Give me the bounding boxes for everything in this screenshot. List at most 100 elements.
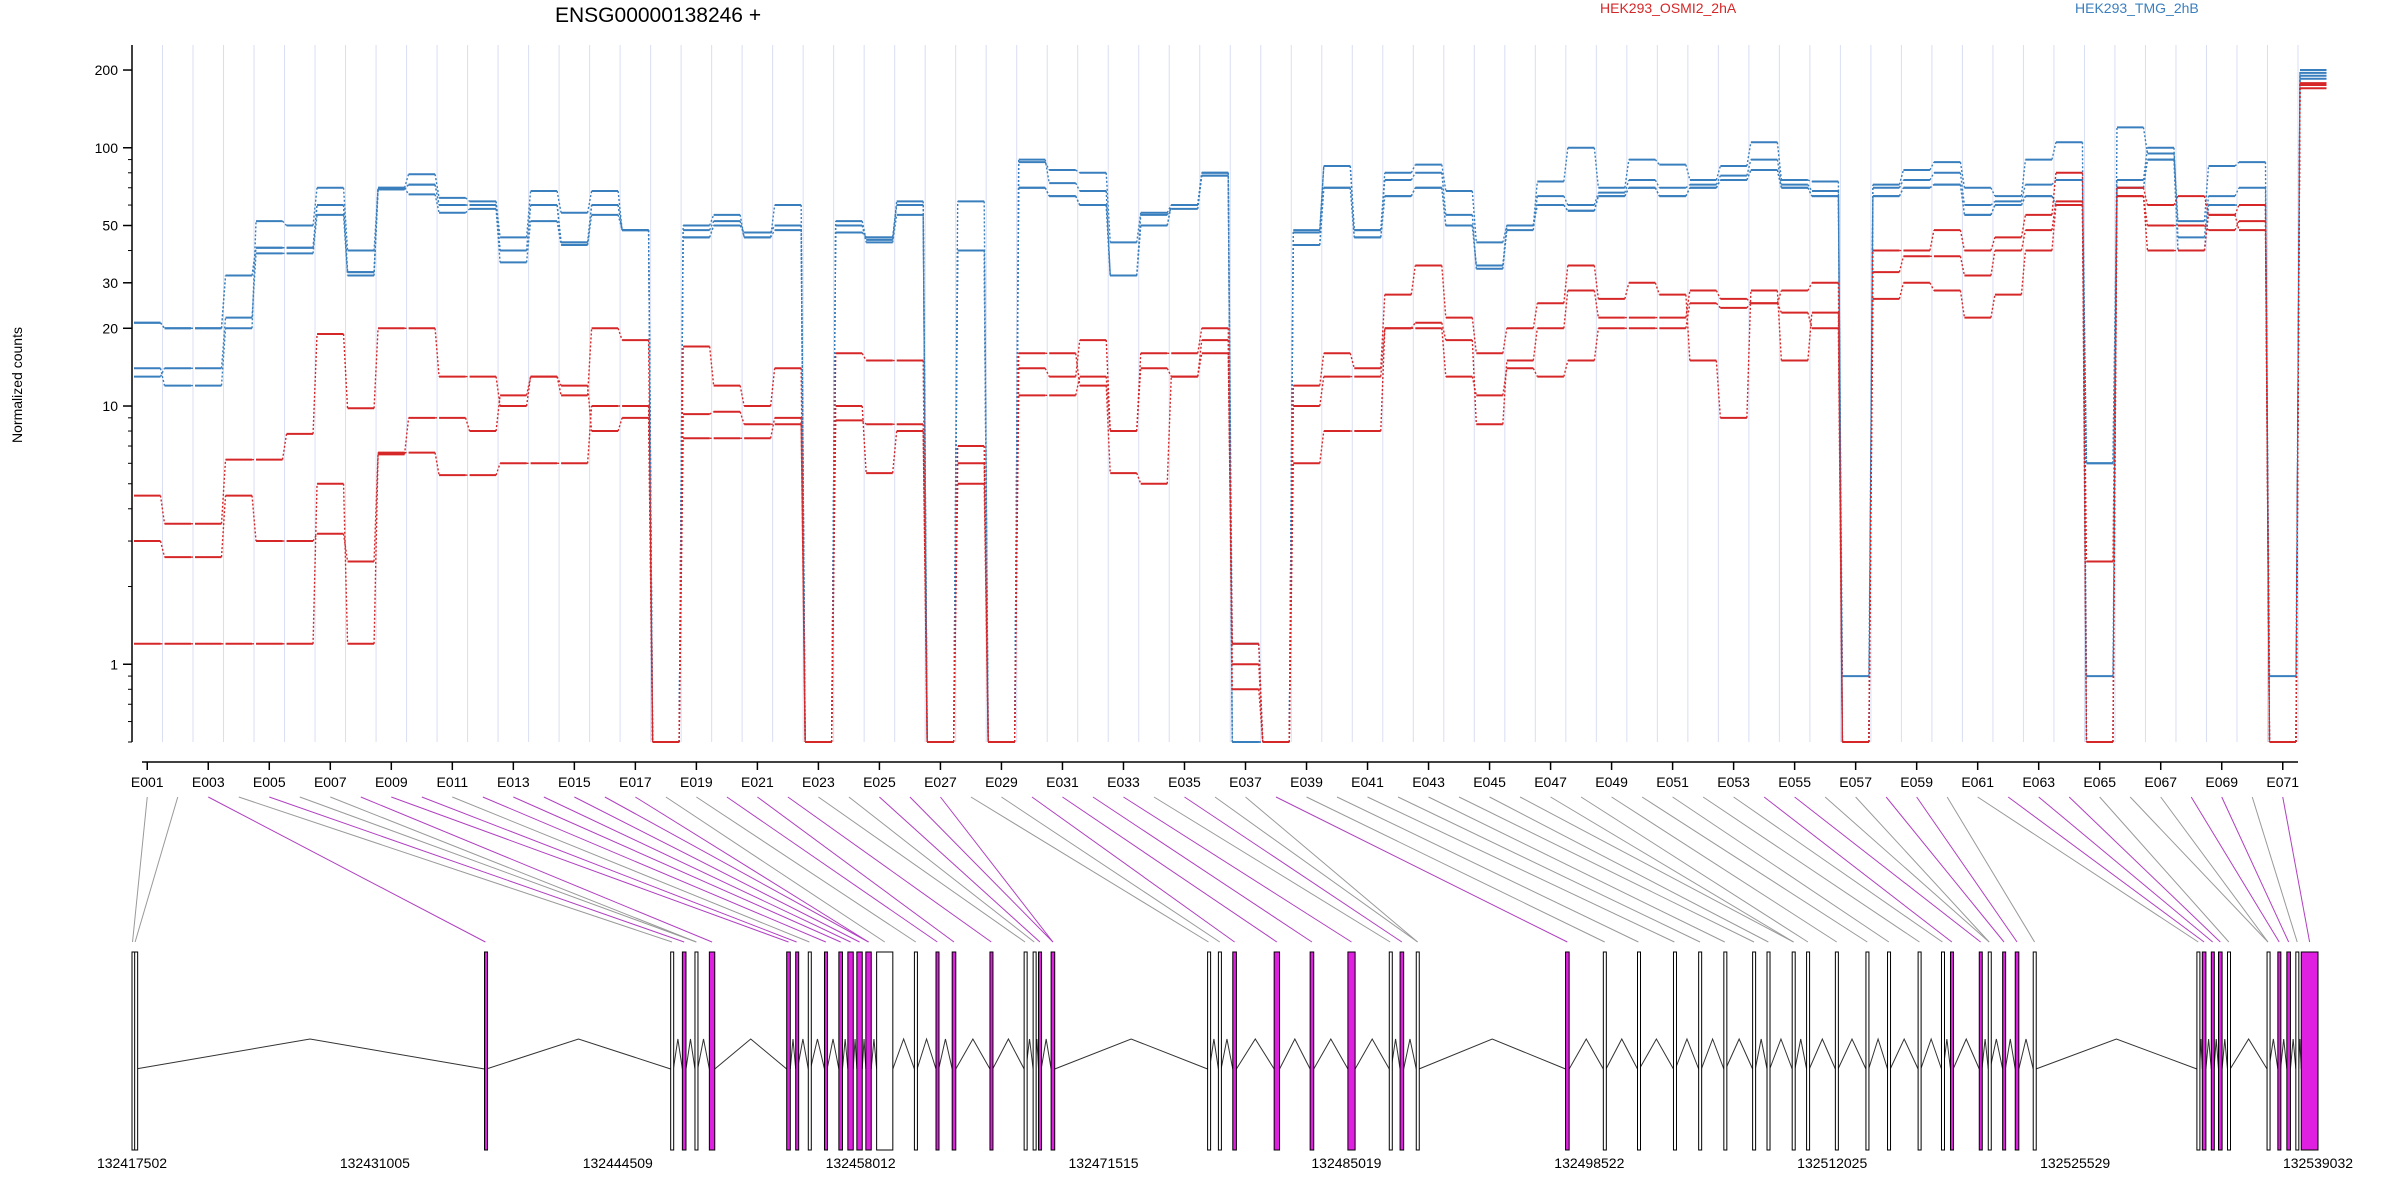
series-connector — [891, 430, 898, 474]
series-connector — [1624, 159, 1630, 188]
intron-line — [1889, 1037, 1919, 1070]
exon-connector — [132, 796, 148, 943]
series-connector — [1654, 179, 1660, 189]
chart-title: ENSG00000138246 + — [555, 4, 761, 27]
series-connector — [1563, 204, 1569, 212]
intron-line — [1418, 1038, 1566, 1070]
exon-connector — [1641, 796, 1868, 943]
exon-connector — [1794, 796, 1981, 943]
series-connector — [1227, 353, 1233, 644]
exon-connector — [757, 796, 955, 943]
series-connector — [1349, 165, 1355, 231]
series-connector — [739, 385, 745, 407]
series-connector — [1471, 190, 1478, 243]
exon-connector — [269, 796, 685, 943]
series-connector — [1410, 265, 1416, 295]
series-connector — [1959, 172, 1966, 206]
axes: 1 10 20 30 50 100 200 — [95, 45, 133, 743]
series-connector — [342, 483, 349, 644]
series-connector — [159, 368, 166, 386]
exon-block — [1032, 951, 1037, 1151]
exon-block — [1399, 951, 1405, 1151]
series-connector — [1807, 184, 1813, 192]
exon-connector — [1397, 796, 1701, 943]
series-connector — [1685, 184, 1691, 189]
intron-line — [1808, 1037, 1836, 1070]
series-connector — [1776, 159, 1783, 185]
intron-line — [1040, 1038, 1052, 1070]
exon-connector — [1977, 796, 2199, 943]
intron-line — [809, 1038, 825, 1070]
intron-line — [2229, 1038, 2268, 1070]
series-connector — [1075, 169, 1081, 174]
exon-label: E007 — [314, 774, 347, 790]
series-connector — [1959, 161, 1966, 188]
y-tick-label: 200 — [95, 62, 119, 78]
series-connector — [495, 376, 501, 407]
series-connector — [1685, 290, 1691, 318]
exon-block — [1917, 951, 1922, 1151]
exon-label: E005 — [253, 774, 286, 790]
exon-connector — [208, 796, 486, 943]
series-connector — [1563, 147, 1569, 182]
intron-line — [955, 1037, 991, 1070]
series-connector — [1898, 256, 1905, 273]
series-connector — [1441, 172, 1447, 215]
series-connector — [1410, 322, 1416, 329]
series-connector — [1502, 225, 1508, 243]
series-connector — [1197, 328, 1203, 354]
exon-block — [856, 951, 863, 1151]
series-connector — [1471, 317, 1478, 354]
exon-block — [1637, 951, 1642, 1151]
genomic-tick-label: 132444509 — [583, 1155, 653, 1171]
series-connector — [2203, 195, 2210, 215]
exon-connector — [1367, 796, 1675, 943]
series-connector — [1105, 340, 1111, 432]
series-connector — [556, 376, 562, 386]
exon-label: E069 — [2205, 774, 2238, 790]
exon-block — [1207, 951, 1212, 1151]
gene-model — [131, 951, 2319, 1151]
intron-line — [2035, 1038, 2198, 1070]
exon-label: E031 — [1046, 774, 1079, 790]
series-connector — [1929, 172, 1935, 181]
series-connector — [342, 205, 349, 273]
exon-block — [1987, 951, 1992, 1151]
series-connector — [1593, 147, 1600, 188]
exon-label: E019 — [680, 774, 713, 790]
series-connector — [1502, 328, 1508, 354]
series-connector — [922, 205, 928, 743]
exon-block — [876, 951, 894, 1151]
series-connector — [2234, 187, 2240, 197]
exon-axis: E001 E003 E005 E007 E009 E011 E013 E015 E017 E019… — [131, 761, 2299, 790]
exon-connector — [2190, 796, 2280, 943]
intron-line — [1313, 1037, 1349, 1070]
exon-label: E035 — [1168, 774, 1201, 790]
series-connector — [2020, 250, 2027, 295]
series-connector — [2203, 196, 2210, 238]
intron-line — [135, 1038, 485, 1070]
exon-block — [134, 951, 139, 1151]
series-connector — [1929, 161, 1935, 171]
exon-connector — [970, 796, 1209, 943]
exon-block — [484, 951, 489, 1151]
intron-line — [1769, 1037, 1793, 1070]
intron-line — [1638, 1037, 1674, 1070]
series-connector — [891, 214, 898, 243]
series-connector — [1044, 187, 1050, 197]
intron-line — [992, 1037, 1025, 1070]
intron-line — [697, 1038, 710, 1070]
exon-block — [2295, 951, 2300, 1151]
series-connector — [1990, 250, 1996, 276]
exon-block — [1791, 951, 1796, 1151]
exon-label: E049 — [1595, 774, 1628, 790]
series-connector — [2142, 196, 2149, 251]
series-connector — [1563, 360, 1569, 377]
series-connector — [1166, 367, 1172, 377]
series-connector — [586, 328, 593, 396]
series-connector — [1136, 472, 1142, 484]
intron-line — [1837, 1037, 1867, 1070]
exon-block — [2277, 951, 2282, 1151]
intron-line — [938, 1038, 953, 1070]
exon-label: E059 — [1900, 774, 1933, 790]
